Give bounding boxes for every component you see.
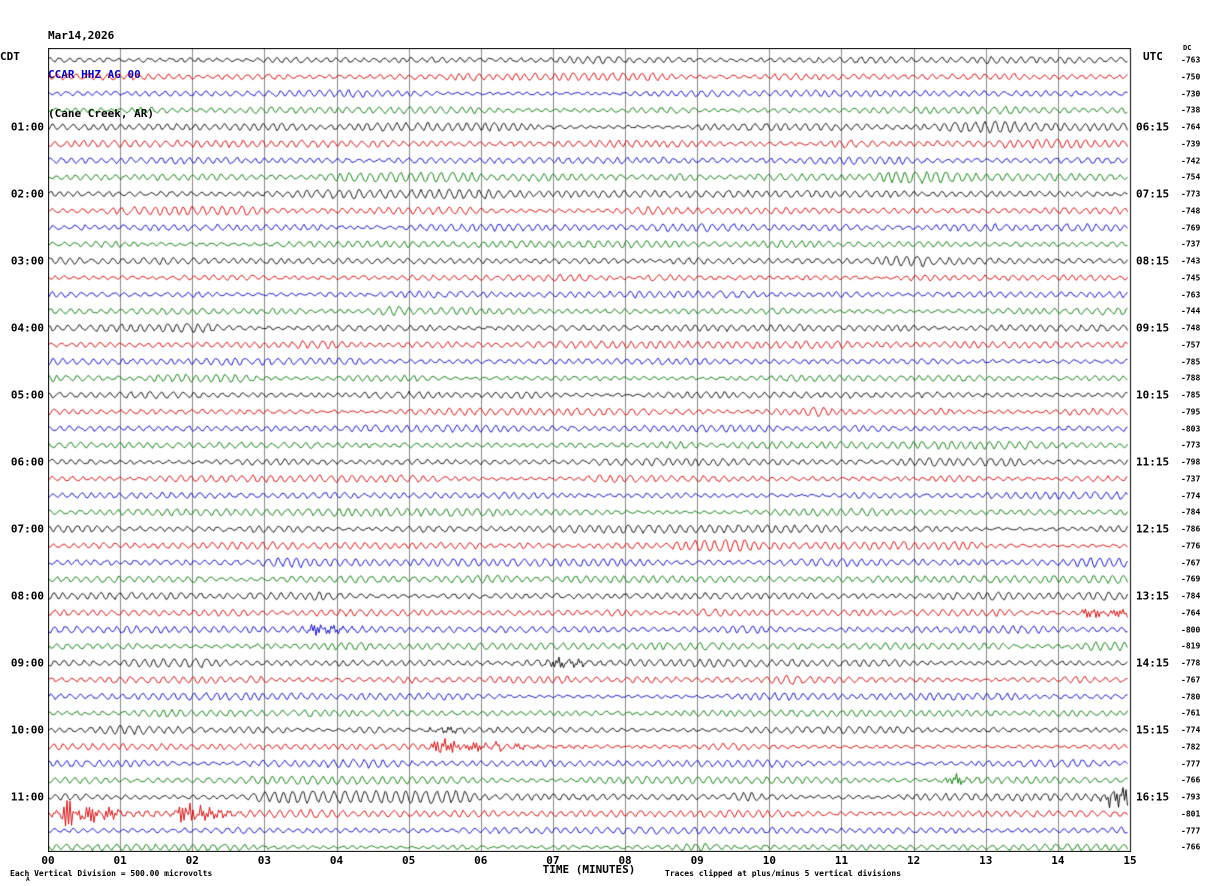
utc-hour-label: 08:15 [1136, 254, 1170, 268]
cdt-hour-label: 10:00 [10, 723, 44, 737]
dc-column-header: DC [1183, 44, 1192, 52]
dc-offset-value: -777 [1181, 826, 1201, 835]
x-tick-label: 03 [257, 854, 272, 867]
dc-offset-value: -739 [1181, 139, 1201, 149]
dc-offset-value: -769 [1181, 223, 1201, 232]
utc-hour-label: 16:15 [1136, 790, 1170, 804]
utc-hour-label: 09:15 [1136, 321, 1170, 335]
cdt-hour-label: 04:00 [10, 321, 44, 335]
cdt-hour-label: 03:00 [10, 254, 44, 268]
dc-offset-value: -737 [1181, 239, 1201, 249]
dc-offset-value: -764 [1181, 122, 1201, 132]
utc-hour-label: 15:15 [1136, 723, 1170, 737]
dc-offset-value: -803 [1181, 424, 1201, 433]
dc-offset-value: -761 [1181, 708, 1201, 718]
dc-offset-value: -742 [1181, 156, 1201, 165]
dc-offset-value: -788 [1181, 373, 1201, 383]
dc-offset-value: -730 [1181, 89, 1201, 98]
x-tick-label: 11 [834, 854, 849, 867]
utc-hour-label: 14:15 [1136, 656, 1170, 670]
cdt-hour-label: 01:00 [10, 120, 44, 134]
x-tick-label: 13 [979, 854, 993, 867]
footer-scale-note: Each Vertical Division = 500.00 microvol… [10, 869, 213, 878]
x-tick-label: 15 [1123, 854, 1137, 867]
x-tick-label: 05 [402, 854, 416, 867]
title-date: Mar14,2026 [48, 29, 115, 42]
dc-offset-value: -782 [1181, 742, 1201, 752]
dc-offset-value: -738 [1181, 105, 1201, 115]
dc-offset-value: -800 [1181, 625, 1201, 634]
dc-offset-value: -784 [1181, 507, 1201, 517]
dc-offset-value: -786 [1181, 524, 1201, 534]
utc-hour-label: 06:15 [1136, 120, 1170, 134]
dc-offset-value: -773 [1181, 189, 1201, 199]
corner-mark: A [26, 876, 30, 883]
dc-offset-value: -750 [1181, 72, 1201, 82]
dc-offset-value: -754 [1181, 172, 1201, 182]
x-tick-label: 04 [329, 854, 344, 867]
dc-offset-value: -774 [1181, 491, 1201, 500]
cdt-hour-label: 06:00 [10, 455, 44, 469]
dc-offset-value: -748 [1181, 323, 1201, 333]
dc-offset-value: -757 [1181, 340, 1201, 350]
dc-offset-value: -766 [1181, 775, 1201, 785]
cdt-hour-label: 11:00 [10, 790, 44, 804]
dc-offset-value: -777 [1181, 759, 1201, 768]
seismogram-canvas [48, 48, 1132, 852]
cdt-hour-label: 09:00 [10, 656, 44, 670]
dc-offset-value: -776 [1181, 541, 1201, 551]
cdt-hour-label: 07:00 [10, 522, 44, 536]
utc-hour-label: 13:15 [1136, 589, 1170, 603]
x-axis-label: TIME (MINUTES) [542, 863, 636, 876]
utc-hour-label: 07:15 [1136, 187, 1170, 201]
dc-offset-value: -773 [1181, 440, 1201, 450]
utc-hour-label: 11:15 [1136, 455, 1170, 469]
dc-offset-value: -748 [1181, 206, 1201, 216]
dc-offset-value: -778 [1181, 658, 1201, 668]
dc-offset-value: -766 [1181, 842, 1201, 852]
dc-offset-value: -744 [1181, 306, 1201, 316]
dc-offset-value: -763 [1181, 55, 1201, 65]
x-tick-label: 00 [41, 854, 55, 867]
x-tick-label: 14 [1051, 854, 1065, 867]
dc-offset-value: -785 [1181, 357, 1201, 366]
x-tick-label: 10 [762, 854, 776, 867]
dc-offset-value: -737 [1181, 474, 1201, 484]
dc-offset-value: -801 [1181, 809, 1201, 819]
dc-offset-value: -769 [1181, 574, 1201, 584]
dc-offset-value: -819 [1181, 641, 1201, 651]
x-tick-label: 12 [906, 854, 921, 867]
left-axis-header: CDT [0, 50, 20, 63]
dc-offset-value: -743 [1181, 256, 1201, 266]
dc-offset-value: -745 [1181, 273, 1201, 283]
x-tick-label: 02 [185, 854, 199, 867]
dc-offset-value: -780 [1181, 692, 1201, 701]
cdt-hour-label: 05:00 [10, 388, 44, 402]
x-tick-label: 08 [618, 854, 632, 867]
x-tick-label: 06 [474, 854, 488, 867]
dc-offset-value: -793 [1181, 792, 1201, 802]
dc-offset-value: -795 [1181, 407, 1201, 417]
x-tick-label: 01 [113, 854, 127, 867]
cdt-hour-label: 08:00 [10, 589, 44, 603]
x-tick-label: 07 [546, 854, 560, 867]
dc-offset-value: -764 [1181, 608, 1201, 618]
dc-offset-value: -798 [1181, 457, 1201, 467]
dc-offset-value: -774 [1181, 725, 1201, 735]
utc-hour-label: 10:15 [1136, 388, 1170, 402]
x-tick-label: 09 [690, 854, 704, 867]
right-axis-header: UTC [1143, 50, 1163, 63]
dc-offset-value: -767 [1181, 675, 1201, 685]
dc-offset-value: -784 [1181, 591, 1201, 601]
cdt-hour-label: 02:00 [10, 187, 44, 201]
dc-offset-value: -767 [1181, 558, 1201, 567]
footer-clip-note: Traces clipped at plus/minus 5 vertical … [665, 869, 902, 878]
dc-offset-value: -763 [1181, 290, 1201, 299]
utc-hour-label: 12:15 [1136, 522, 1170, 536]
dc-offset-value: -785 [1181, 390, 1201, 400]
